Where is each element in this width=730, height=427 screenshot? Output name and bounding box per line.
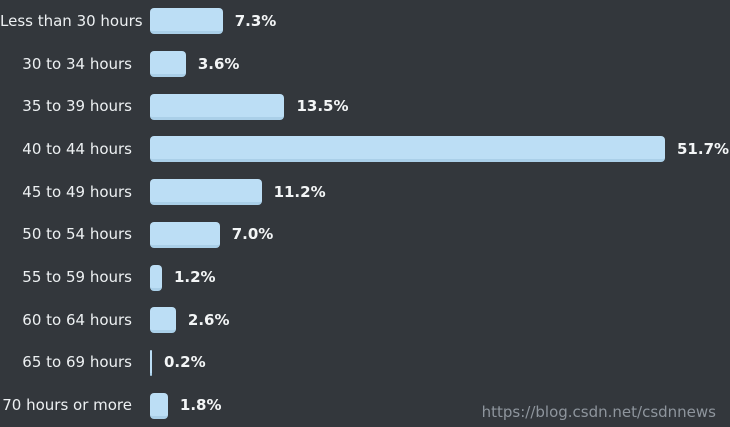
chart-row: 55 to 59 hours 1.2% [0,256,730,299]
category-label: Less than 30 hours [0,11,143,30]
value-label: 0.2% [164,353,206,372]
value-label: 3.6% [197,54,240,73]
value-label: 13.5% [296,97,349,116]
category-label: 55 to 59 hours [22,268,132,287]
chart-row: 35 to 39 hours 13.5% [0,85,730,128]
value-label: 7.3% [234,11,277,30]
chart-row: 40 to 44 hours 51.7% [0,128,730,171]
category-label: 40 to 44 hours [22,139,132,158]
value-label: 1.2% [173,268,216,287]
bar [150,136,665,163]
chart-row: Less than 30 hours 7.3% [0,0,730,43]
chart-row: 60 to 64 hours 2.6% [0,299,730,342]
bar [150,179,262,206]
category-label: 65 to 69 hours [22,353,132,372]
category-label: 45 to 49 hours [22,182,132,201]
chart-row: 50 to 54 hours 7.0% [0,214,730,257]
value-label: 51.7% [677,139,730,158]
bar [150,392,168,419]
category-label: 50 to 54 hours [22,225,132,244]
value-label: 7.0% [231,225,274,244]
chart-row: 45 to 49 hours 11.2% [0,171,730,214]
bar [150,307,176,334]
bar [150,349,152,376]
category-label: 70 hours or more [2,396,132,415]
value-label: 2.6% [187,310,230,329]
value-label: 1.8% [179,396,222,415]
category-label: 60 to 64 hours [22,310,132,329]
value-label: 11.2% [273,182,326,201]
category-label: 35 to 39 hours [22,97,132,116]
bar [150,264,162,291]
category-label: 30 to 34 hours [22,54,132,73]
chart-row: 65 to 69 hours 0.2% [0,342,730,385]
bar [150,221,220,248]
watermark-url: https://blog.csdn.net/csdnnews [481,403,716,421]
bar [150,93,285,120]
chart-row: 70 hours or more 1.8% [0,384,730,427]
bar [150,8,223,35]
bar [150,51,186,78]
chart-row: 30 to 34 hours 3.6% [0,43,730,86]
